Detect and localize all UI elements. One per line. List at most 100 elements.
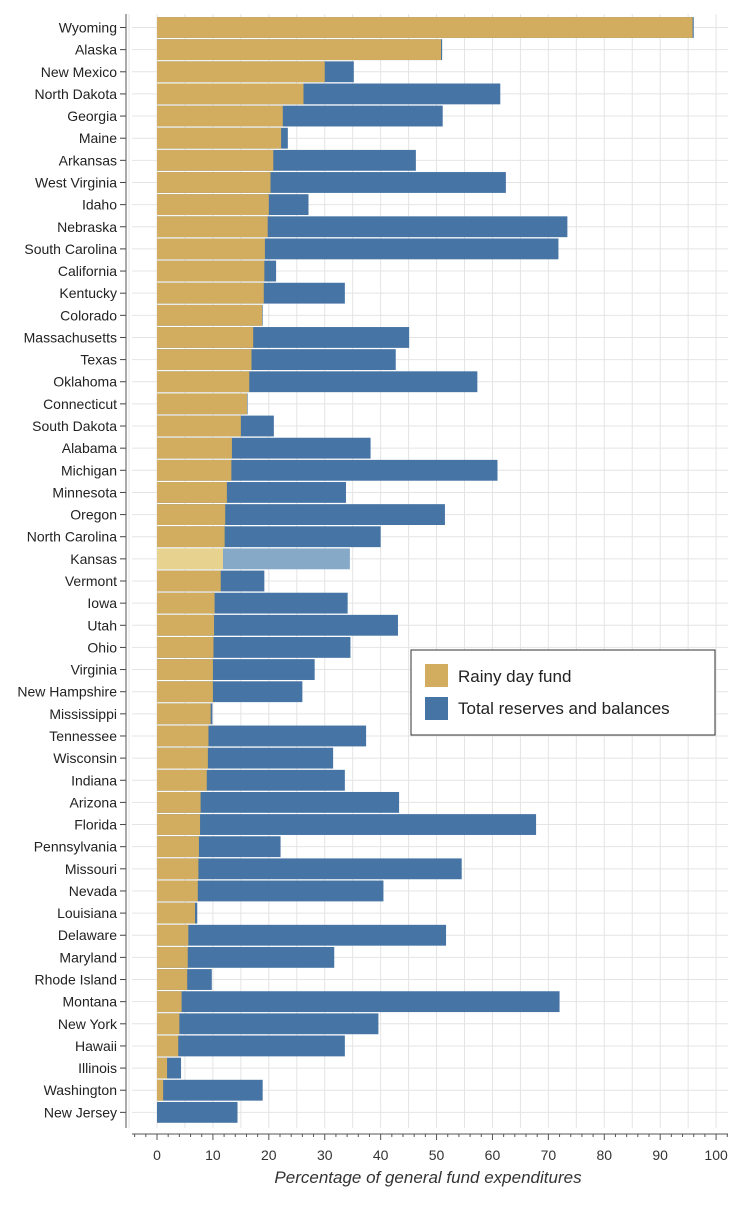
category-label-arkansas: Arkansas [59,152,117,168]
x-tick-label: 30 [317,1147,333,1163]
bar-rainy-california [157,260,265,282]
bar-rainy-west-virginia [157,172,271,193]
bar-total-hawaii [157,1035,345,1057]
category-label-rhode-island: Rhode Island [34,972,117,988]
bar-rainy-connecticut [157,393,248,415]
x-tick-label: 70 [541,1147,557,1163]
x-tick-label: 60 [485,1147,501,1163]
bar-rainy-virginia [157,659,213,680]
bar-rainy-pennsylvania [157,836,199,858]
bar-total-missouri [157,858,462,880]
bar-rainy-oklahoma [157,371,250,393]
category-label-illinois: Illinois [78,1060,117,1076]
category-label-north-carolina: North Carolina [27,529,117,545]
bar-rainy-montana [157,991,182,1013]
category-label-colorado: Colorado [60,307,117,323]
category-label-nevada: Nevada [69,883,117,899]
category-label-oklahoma: Oklahoma [53,374,117,390]
category-label-indiana: Indiana [71,772,117,788]
bar-total-montana [157,991,560,1013]
bar-total-tennessee [157,725,367,747]
category-label-missouri: Missouri [65,861,117,877]
bar-rainy-south-carolina [157,238,265,260]
bar-total-delaware [157,924,447,946]
category-label-south-carolina: South Carolina [24,241,117,257]
bar-rainy-delaware [157,924,189,946]
category-label-louisiana: Louisiana [57,905,117,921]
x-tick-label: 40 [373,1147,389,1163]
bars [157,17,694,1123]
category-label-montana: Montana [63,994,118,1010]
category-label-michigan: Michigan [61,462,117,478]
category-label-wisconsin: Wisconsin [53,750,117,766]
category-label-idaho: Idaho [82,197,117,213]
category-label-new-hampshire: New Hampshire [17,684,117,700]
x-tick-label: 10 [205,1147,221,1163]
category-label-iowa: Iowa [87,595,117,611]
bar-total-florida [157,814,537,835]
legend-swatch-rainy-day-fund [425,664,448,687]
bar-rainy-mississippi [157,703,211,725]
bar-rainy-wyoming [157,17,693,38]
category-label-maine: Maine [79,130,117,146]
x-tick-label: 0 [153,1147,161,1163]
bar-rainy-hawaii [157,1035,179,1057]
category-label-utah: Utah [87,617,117,633]
bar-total-michigan [157,459,498,481]
category-label-vermont: Vermont [65,573,117,589]
bar-total-oregon [157,504,445,525]
category-label-new-york: New York [58,1016,118,1032]
x-tick-label: 90 [652,1147,668,1163]
category-label-georgia: Georgia [67,108,117,124]
bar-rainy-kansas [157,548,223,570]
category-label-california: California [58,263,117,279]
bar-rainy-arkansas [157,149,274,171]
bar-rainy-missouri [157,858,199,880]
legend-label-total-reserves: Total reserves and balances [458,699,670,718]
category-label-washington: Washington [44,1082,117,1098]
category-label-tennessee: Tennessee [49,728,117,744]
category-label-oregon: Oregon [70,507,117,523]
x-tick-label: 20 [261,1147,277,1163]
bar-total-new-york [157,1013,379,1035]
bar-total-washington [157,1079,263,1101]
bar-rainy-colorado [157,304,263,326]
category-label-mississippi: Mississippi [49,706,117,722]
x-axis-title: Percentage of general fund expenditures [274,1168,582,1187]
category-label-ohio: Ohio [87,639,117,655]
bar-rainy-arizona [157,791,201,813]
bar-rainy-maine [157,127,282,149]
category-label-kentucky: Kentucky [59,285,117,301]
axes: 0 10 20 30 40 50 60 70 80 90 100 [120,14,728,1163]
category-label-minnesota: Minnesota [52,484,117,500]
category-label-alaska: Alaska [75,42,117,58]
bar-rainy-massachusetts [157,327,254,348]
category-labels: Wyoming Alaska New Mexico North Dakota Georg… [17,20,118,1121]
bar-rainy-kentucky [157,282,264,304]
category-label-texas: Texas [80,352,117,368]
bar-rainy-georgia [157,105,283,127]
bar-rainy-michigan [157,459,232,481]
bar-rainy-texas [157,349,252,371]
bar-rainy-maryland [157,946,188,968]
category-label-maryland: Maryland [59,949,117,965]
bar-rainy-tennessee [157,725,209,747]
bar-rainy-utah [157,614,215,636]
category-label-alabama: Alabama [62,440,117,456]
category-label-wyoming: Wyoming [59,20,117,36]
bar-rainy-new-hampshire [157,681,213,703]
bar-total-utah [157,614,398,636]
bar-rainy-oregon [157,504,226,525]
bar-rainy-ohio [157,637,214,658]
bar-rainy-alabama [157,437,232,459]
x-tick-label: 80 [596,1147,612,1163]
bar-total-arizona [157,791,400,813]
x-tick-label: 50 [429,1147,445,1163]
bar-total-nevada [157,880,384,902]
bar-rainy-iowa [157,592,215,614]
category-label-kansas: Kansas [70,551,117,567]
category-label-nebraska: Nebraska [57,219,117,235]
category-label-massachusetts: Massachusetts [24,329,117,345]
bar-rainy-idaho [157,194,269,216]
